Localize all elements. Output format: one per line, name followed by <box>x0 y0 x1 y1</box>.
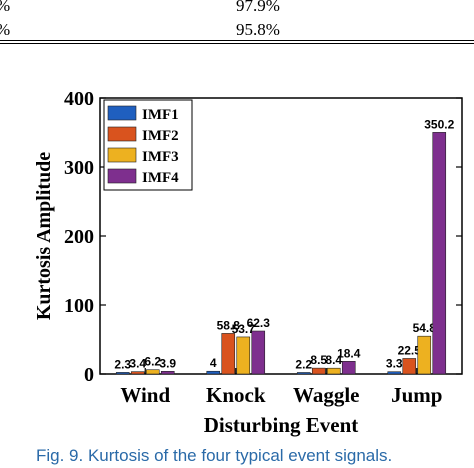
bar-value-label: 18.4 <box>337 346 361 360</box>
bar <box>311 367 326 375</box>
table-cell: 95.8% <box>236 20 280 39</box>
bar <box>115 372 130 375</box>
x-axis-label: Disturbing Event <box>204 413 359 437</box>
bar-value-label: 3.3 <box>386 357 403 371</box>
table-cell: % <box>0 0 10 16</box>
legend-swatch <box>107 105 137 121</box>
bar-value-label: 2.3 <box>114 357 131 371</box>
table-fragment: % 97.9% % 95.8% <box>0 0 474 60</box>
bar <box>417 335 432 375</box>
bar-value-label: 3.9 <box>159 356 176 370</box>
bar-value-label: 4 <box>210 356 217 370</box>
bar-value-label: 6.2 <box>144 355 161 369</box>
legend-swatch <box>107 126 137 142</box>
bar-value-label: 3.4 <box>129 357 146 371</box>
bar <box>206 370 221 375</box>
bar-value-label: 58.8 <box>217 318 241 332</box>
bar-value-label: 2.2 <box>295 357 312 371</box>
bar <box>296 372 311 375</box>
bar <box>432 132 447 375</box>
legend-swatch <box>107 168 137 184</box>
bar <box>341 361 356 375</box>
y-axis-label: Kurtosis Amplitude <box>33 152 55 320</box>
table-rule <box>0 43 474 44</box>
bar <box>160 371 175 375</box>
table-cell: 97.9% <box>236 0 280 15</box>
legend-entry: IMF1 <box>142 107 179 123</box>
y-tick-label: 400 <box>64 88 94 110</box>
y-tick-label: 100 <box>64 295 94 317</box>
table-rule <box>0 40 474 41</box>
bar-value-label: 54.8 <box>413 321 437 335</box>
bar <box>251 330 266 375</box>
bar-value-label: 22.5 <box>398 343 422 357</box>
bar <box>130 371 145 375</box>
y-tick-label: 300 <box>64 157 94 179</box>
x-tick-label: Jump <box>391 383 442 407</box>
bar <box>387 371 402 375</box>
bar <box>145 369 160 375</box>
bar-value-label: 350.2 <box>424 117 454 131</box>
x-tick-label: Wind <box>120 383 170 407</box>
y-tick-label: 200 <box>64 226 94 248</box>
bar <box>221 333 236 375</box>
bar-value-label: 8.5 <box>310 353 327 367</box>
bar <box>326 367 341 375</box>
bar-value-label: 62.3 <box>247 316 271 330</box>
x-tick-label: Waggle <box>293 383 360 407</box>
bar-value-label: 53.7 <box>232 322 256 336</box>
legend-entry: IMF3 <box>142 149 179 165</box>
figure-caption: Fig. 9. Kurtosis of the four typical eve… <box>36 446 393 465</box>
table-cell: % <box>0 20 10 40</box>
bar <box>402 358 417 375</box>
y-tick-label: 0 <box>84 364 94 386</box>
legend-entry: IMF2 <box>142 128 179 144</box>
bar-value-label: 8.4 <box>325 353 342 367</box>
bar <box>236 336 251 375</box>
x-tick-label: Knock <box>206 383 266 407</box>
legend-swatch <box>107 147 137 163</box>
legend-entry: IMF4 <box>142 170 179 186</box>
